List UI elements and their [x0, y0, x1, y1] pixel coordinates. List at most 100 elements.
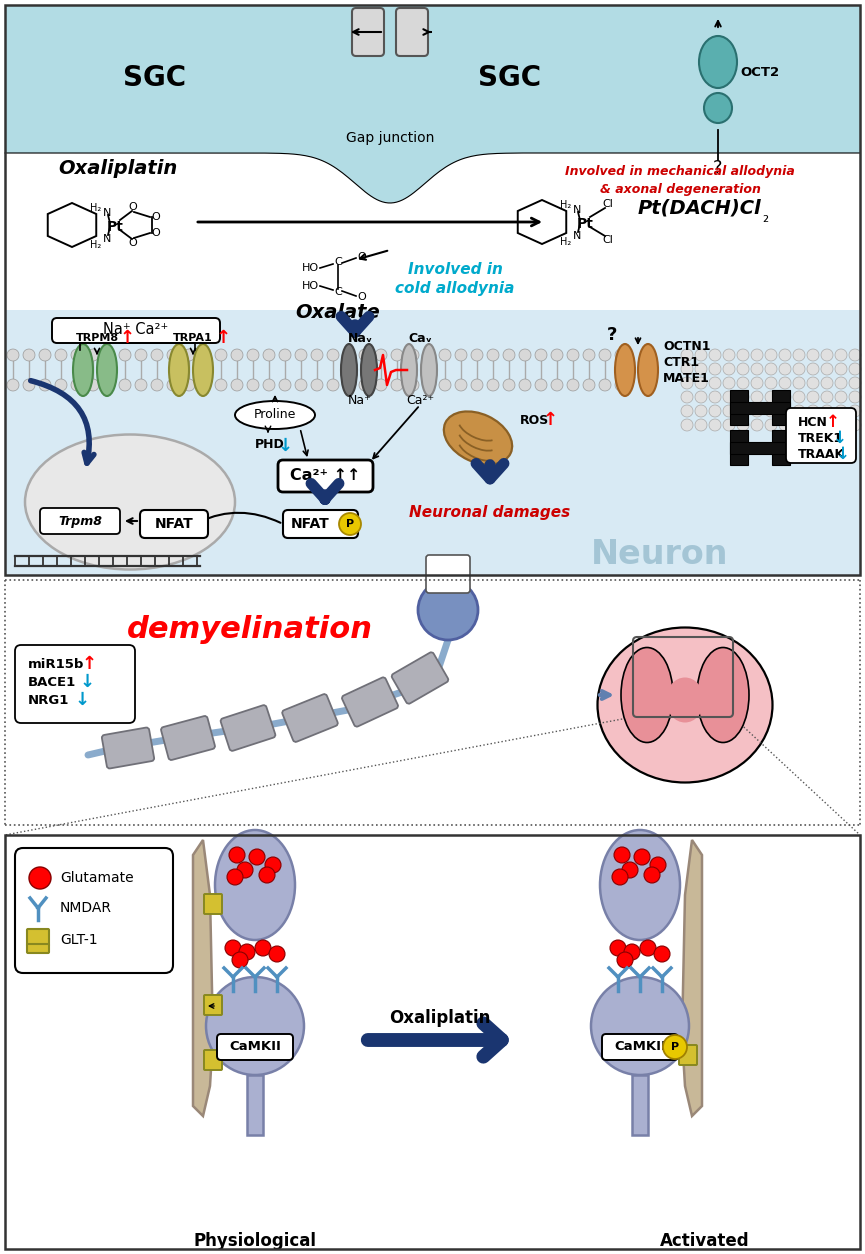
Text: C: C [334, 257, 342, 267]
Text: ↓: ↓ [836, 445, 850, 463]
Circle shape [737, 391, 749, 403]
Circle shape [723, 419, 735, 431]
Circle shape [551, 349, 563, 361]
Circle shape [599, 379, 611, 391]
FancyBboxPatch shape [27, 929, 49, 946]
Circle shape [263, 349, 275, 361]
Text: Cl: Cl [603, 199, 613, 209]
Circle shape [71, 379, 83, 391]
Text: H₂: H₂ [561, 237, 572, 247]
Bar [772, 390, 790, 425]
Circle shape [779, 349, 791, 361]
FancyBboxPatch shape [342, 677, 398, 726]
Circle shape [835, 391, 847, 403]
Circle shape [231, 379, 243, 391]
Circle shape [23, 349, 35, 361]
Text: OCTN1: OCTN1 [663, 340, 710, 352]
Circle shape [723, 391, 735, 403]
Circle shape [199, 379, 211, 391]
Text: GLT-1: GLT-1 [60, 933, 98, 947]
Circle shape [439, 349, 451, 361]
Text: demyelination: demyelination [127, 616, 373, 645]
Circle shape [835, 405, 847, 418]
Circle shape [644, 867, 660, 883]
Circle shape [87, 379, 99, 391]
Circle shape [681, 419, 693, 431]
Text: Neuron: Neuron [592, 538, 728, 572]
Circle shape [232, 952, 248, 968]
Circle shape [807, 377, 819, 389]
Circle shape [295, 349, 307, 361]
Circle shape [709, 419, 721, 431]
Text: O: O [357, 292, 367, 302]
Ellipse shape [215, 830, 295, 940]
Circle shape [39, 379, 51, 391]
Text: Pt: Pt [106, 219, 124, 234]
Circle shape [135, 379, 147, 391]
Text: Trpm8: Trpm8 [58, 514, 102, 528]
Circle shape [135, 349, 147, 361]
Circle shape [849, 362, 861, 375]
Circle shape [391, 379, 403, 391]
Text: HO: HO [301, 263, 318, 273]
Circle shape [793, 405, 805, 418]
Ellipse shape [699, 36, 737, 88]
Circle shape [237, 861, 253, 878]
Circle shape [779, 391, 791, 403]
Circle shape [343, 379, 355, 391]
Text: O: O [129, 238, 138, 248]
Text: Activated
astrocyte: Activated astrocyte [660, 1231, 750, 1254]
Circle shape [849, 419, 861, 431]
Circle shape [695, 349, 707, 361]
Circle shape [610, 940, 626, 956]
Text: O: O [357, 252, 367, 262]
Circle shape [407, 349, 419, 361]
Circle shape [239, 944, 255, 961]
Ellipse shape [615, 344, 635, 396]
Ellipse shape [598, 627, 772, 782]
Circle shape [359, 379, 371, 391]
FancyBboxPatch shape [283, 510, 358, 538]
Circle shape [622, 861, 638, 878]
Circle shape [695, 362, 707, 375]
Circle shape [779, 405, 791, 418]
Circle shape [779, 362, 791, 375]
Bar [632, 1075, 648, 1135]
Text: & axonal degeneration: & axonal degeneration [599, 183, 760, 197]
Ellipse shape [341, 344, 357, 396]
Circle shape [119, 349, 131, 361]
Circle shape [567, 349, 579, 361]
Circle shape [183, 349, 195, 361]
Circle shape [471, 379, 483, 391]
Circle shape [765, 405, 777, 418]
Text: C: C [334, 287, 342, 297]
Circle shape [183, 379, 195, 391]
Text: Glutamate: Glutamate [60, 872, 133, 885]
Circle shape [695, 377, 707, 389]
Ellipse shape [666, 677, 704, 722]
Text: Neuronal damages: Neuronal damages [409, 504, 571, 519]
Text: ?: ? [607, 326, 618, 344]
Circle shape [807, 349, 819, 361]
FancyBboxPatch shape [786, 408, 856, 463]
Circle shape [793, 377, 805, 389]
Text: H₂: H₂ [90, 240, 101, 250]
Ellipse shape [638, 344, 658, 396]
Text: N: N [573, 231, 581, 241]
Text: BACE1: BACE1 [28, 676, 76, 688]
Ellipse shape [444, 411, 512, 464]
Circle shape [835, 377, 847, 389]
Circle shape [807, 419, 819, 431]
Ellipse shape [697, 647, 749, 742]
Text: cold allodynia: cold allodynia [395, 281, 515, 296]
Circle shape [615, 379, 627, 391]
Circle shape [407, 379, 419, 391]
Circle shape [681, 362, 693, 375]
Text: ↑: ↑ [215, 329, 231, 347]
Circle shape [167, 349, 179, 361]
Circle shape [263, 379, 275, 391]
Text: Pt: Pt [577, 217, 593, 231]
Circle shape [751, 377, 763, 389]
Text: Involved in mechanical allodynia: Involved in mechanical allodynia [565, 166, 795, 178]
Circle shape [39, 349, 51, 361]
